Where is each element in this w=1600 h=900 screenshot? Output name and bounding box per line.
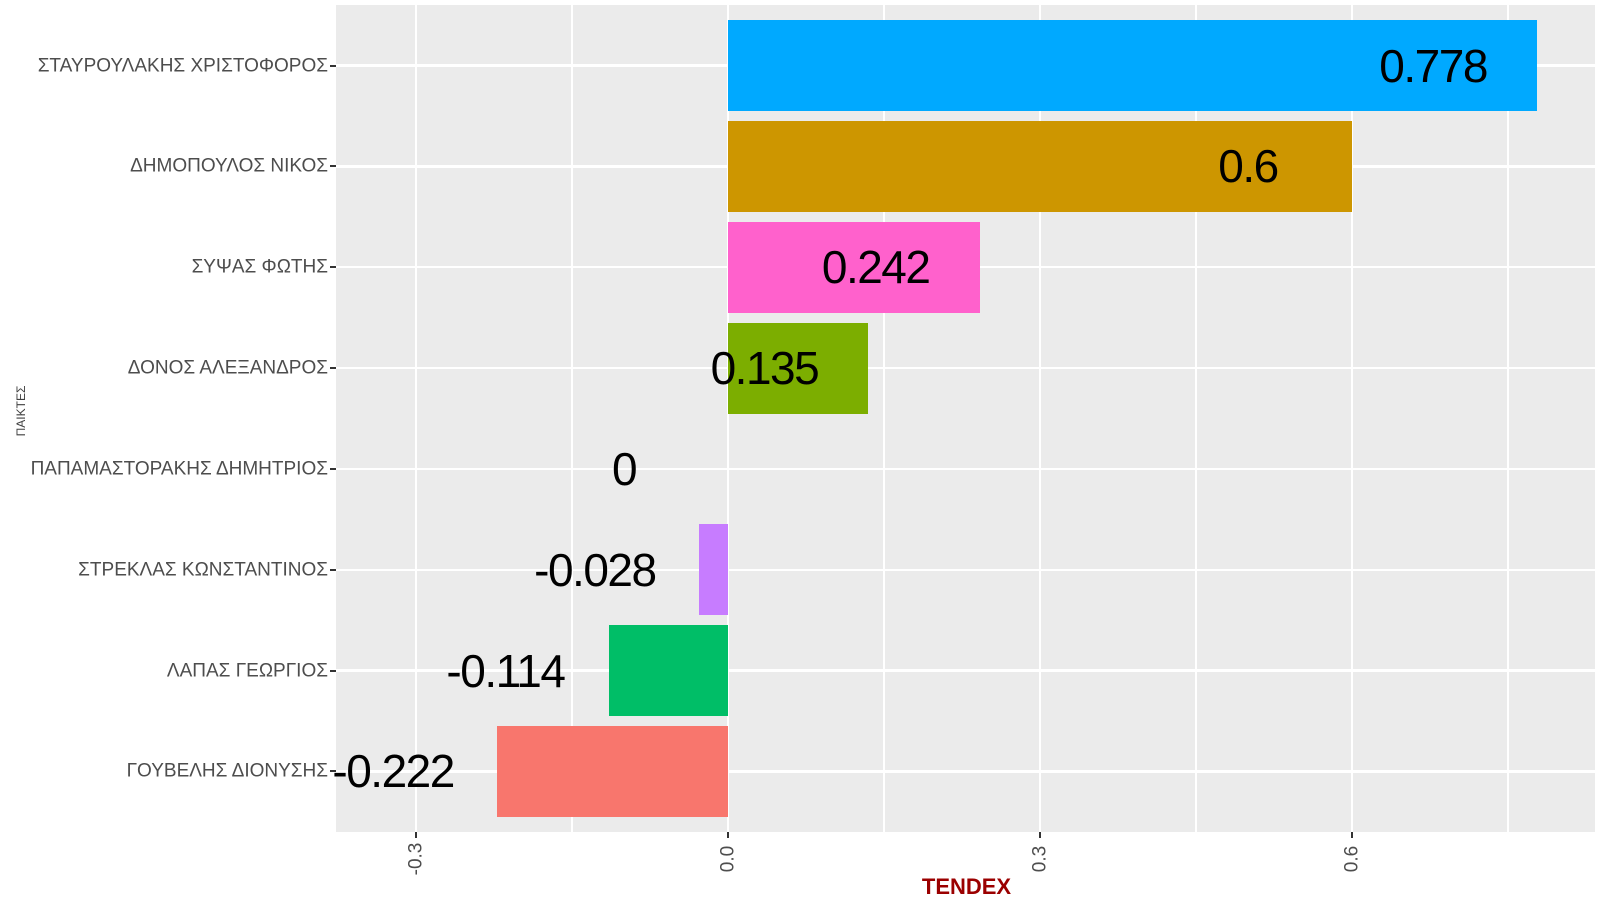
y-axis-label: ΓΟΥΒΕΛΗΣ ΔΙΟΝΥΣΗΣ	[126, 760, 328, 782]
x-tick-mark	[1351, 832, 1353, 838]
minor-gridline-vertical	[1507, 5, 1509, 832]
y-tick-mark	[330, 467, 336, 470]
y-tick-mark	[330, 568, 336, 571]
x-axis-title: TENDEX	[921, 874, 1012, 899]
bar-value-label: 0.6	[1218, 140, 1279, 193]
minor-gridline-vertical	[571, 5, 573, 832]
y-tick-mark	[330, 165, 336, 168]
y-tick-mark	[330, 266, 336, 269]
bar-value-label: -0.222	[332, 745, 455, 798]
bar	[728, 20, 1538, 111]
x-tick-mark	[727, 832, 729, 838]
bar-value-label: -0.028	[534, 543, 657, 596]
major-gridline-vertical	[726, 5, 730, 832]
bar	[609, 625, 728, 717]
bar-value-label: 0.135	[710, 342, 820, 395]
x-tick-mark	[1039, 832, 1041, 838]
y-tick-mark	[330, 64, 336, 67]
y-tick-mark	[330, 770, 336, 773]
y-axis-label: ΠΑΠΑΜΑΣΤΟΡΑΚΗΣ ΔΗΜΗΤΡΙΟΣ	[30, 458, 328, 480]
major-gridline-vertical	[1350, 5, 1354, 832]
minor-gridline-vertical	[883, 5, 885, 832]
x-tick-label: 0.6	[1341, 845, 1363, 873]
x-tick-label: -0.3	[405, 842, 427, 876]
major-gridline-horizontal	[336, 669, 1595, 672]
bar	[728, 120, 1352, 212]
major-gridline-horizontal	[336, 568, 1595, 572]
bar	[728, 322, 869, 414]
bar-value-label: 0	[611, 442, 638, 495]
x-tick-label: 0.0	[717, 845, 739, 873]
bar	[728, 221, 980, 313]
y-axis-label: ΛΑΠΑΣ ΓΕΩΡΓΙΟΣ	[166, 660, 328, 682]
bar	[497, 725, 728, 817]
y-axis-label: ΔΟΝΟΣ ΑΛΕΞΑΝΔΡΟΣ	[127, 357, 328, 379]
bar-value-label: 0.778	[1379, 39, 1488, 92]
y-axis-label: ΣΥΨΑΣ ΦΩΤΗΣ	[191, 256, 328, 278]
y-tick-mark	[330, 367, 336, 370]
y-axis-label: ΔΗΜΟΠΟΥΛΟΣ ΝΙΚΟΣ	[130, 155, 328, 177]
major-gridline-vertical	[1038, 5, 1042, 832]
y-axis-label: ΣΤΡΕΚΛΑΣ ΚΩΝΣΤΑΝΤΙΝΟΣ	[78, 559, 328, 581]
x-tick-mark	[415, 832, 417, 838]
x-tick-label: 0.3	[1029, 845, 1051, 873]
plot-panel	[336, 5, 1595, 832]
bar-value-label: 0.242	[821, 241, 931, 294]
major-gridline-vertical	[414, 5, 418, 832]
minor-gridline-vertical	[1195, 5, 1197, 832]
bar	[698, 524, 728, 616]
major-gridline-horizontal	[336, 770, 1595, 773]
y-tick-mark	[330, 669, 336, 672]
major-gridline-horizontal	[336, 467, 1595, 471]
bar-value-label: -0.114	[446, 644, 566, 697]
y-axis-label: ΣΤΑΥΡΟΥΛΑΚΗΣ ΧΡΙΣΤΟΦΟΡΟΣ	[37, 55, 328, 76]
y-axis-title: ΠΑΙΚΤΕΣ	[14, 385, 28, 436]
major-gridline-horizontal	[336, 366, 1595, 370]
